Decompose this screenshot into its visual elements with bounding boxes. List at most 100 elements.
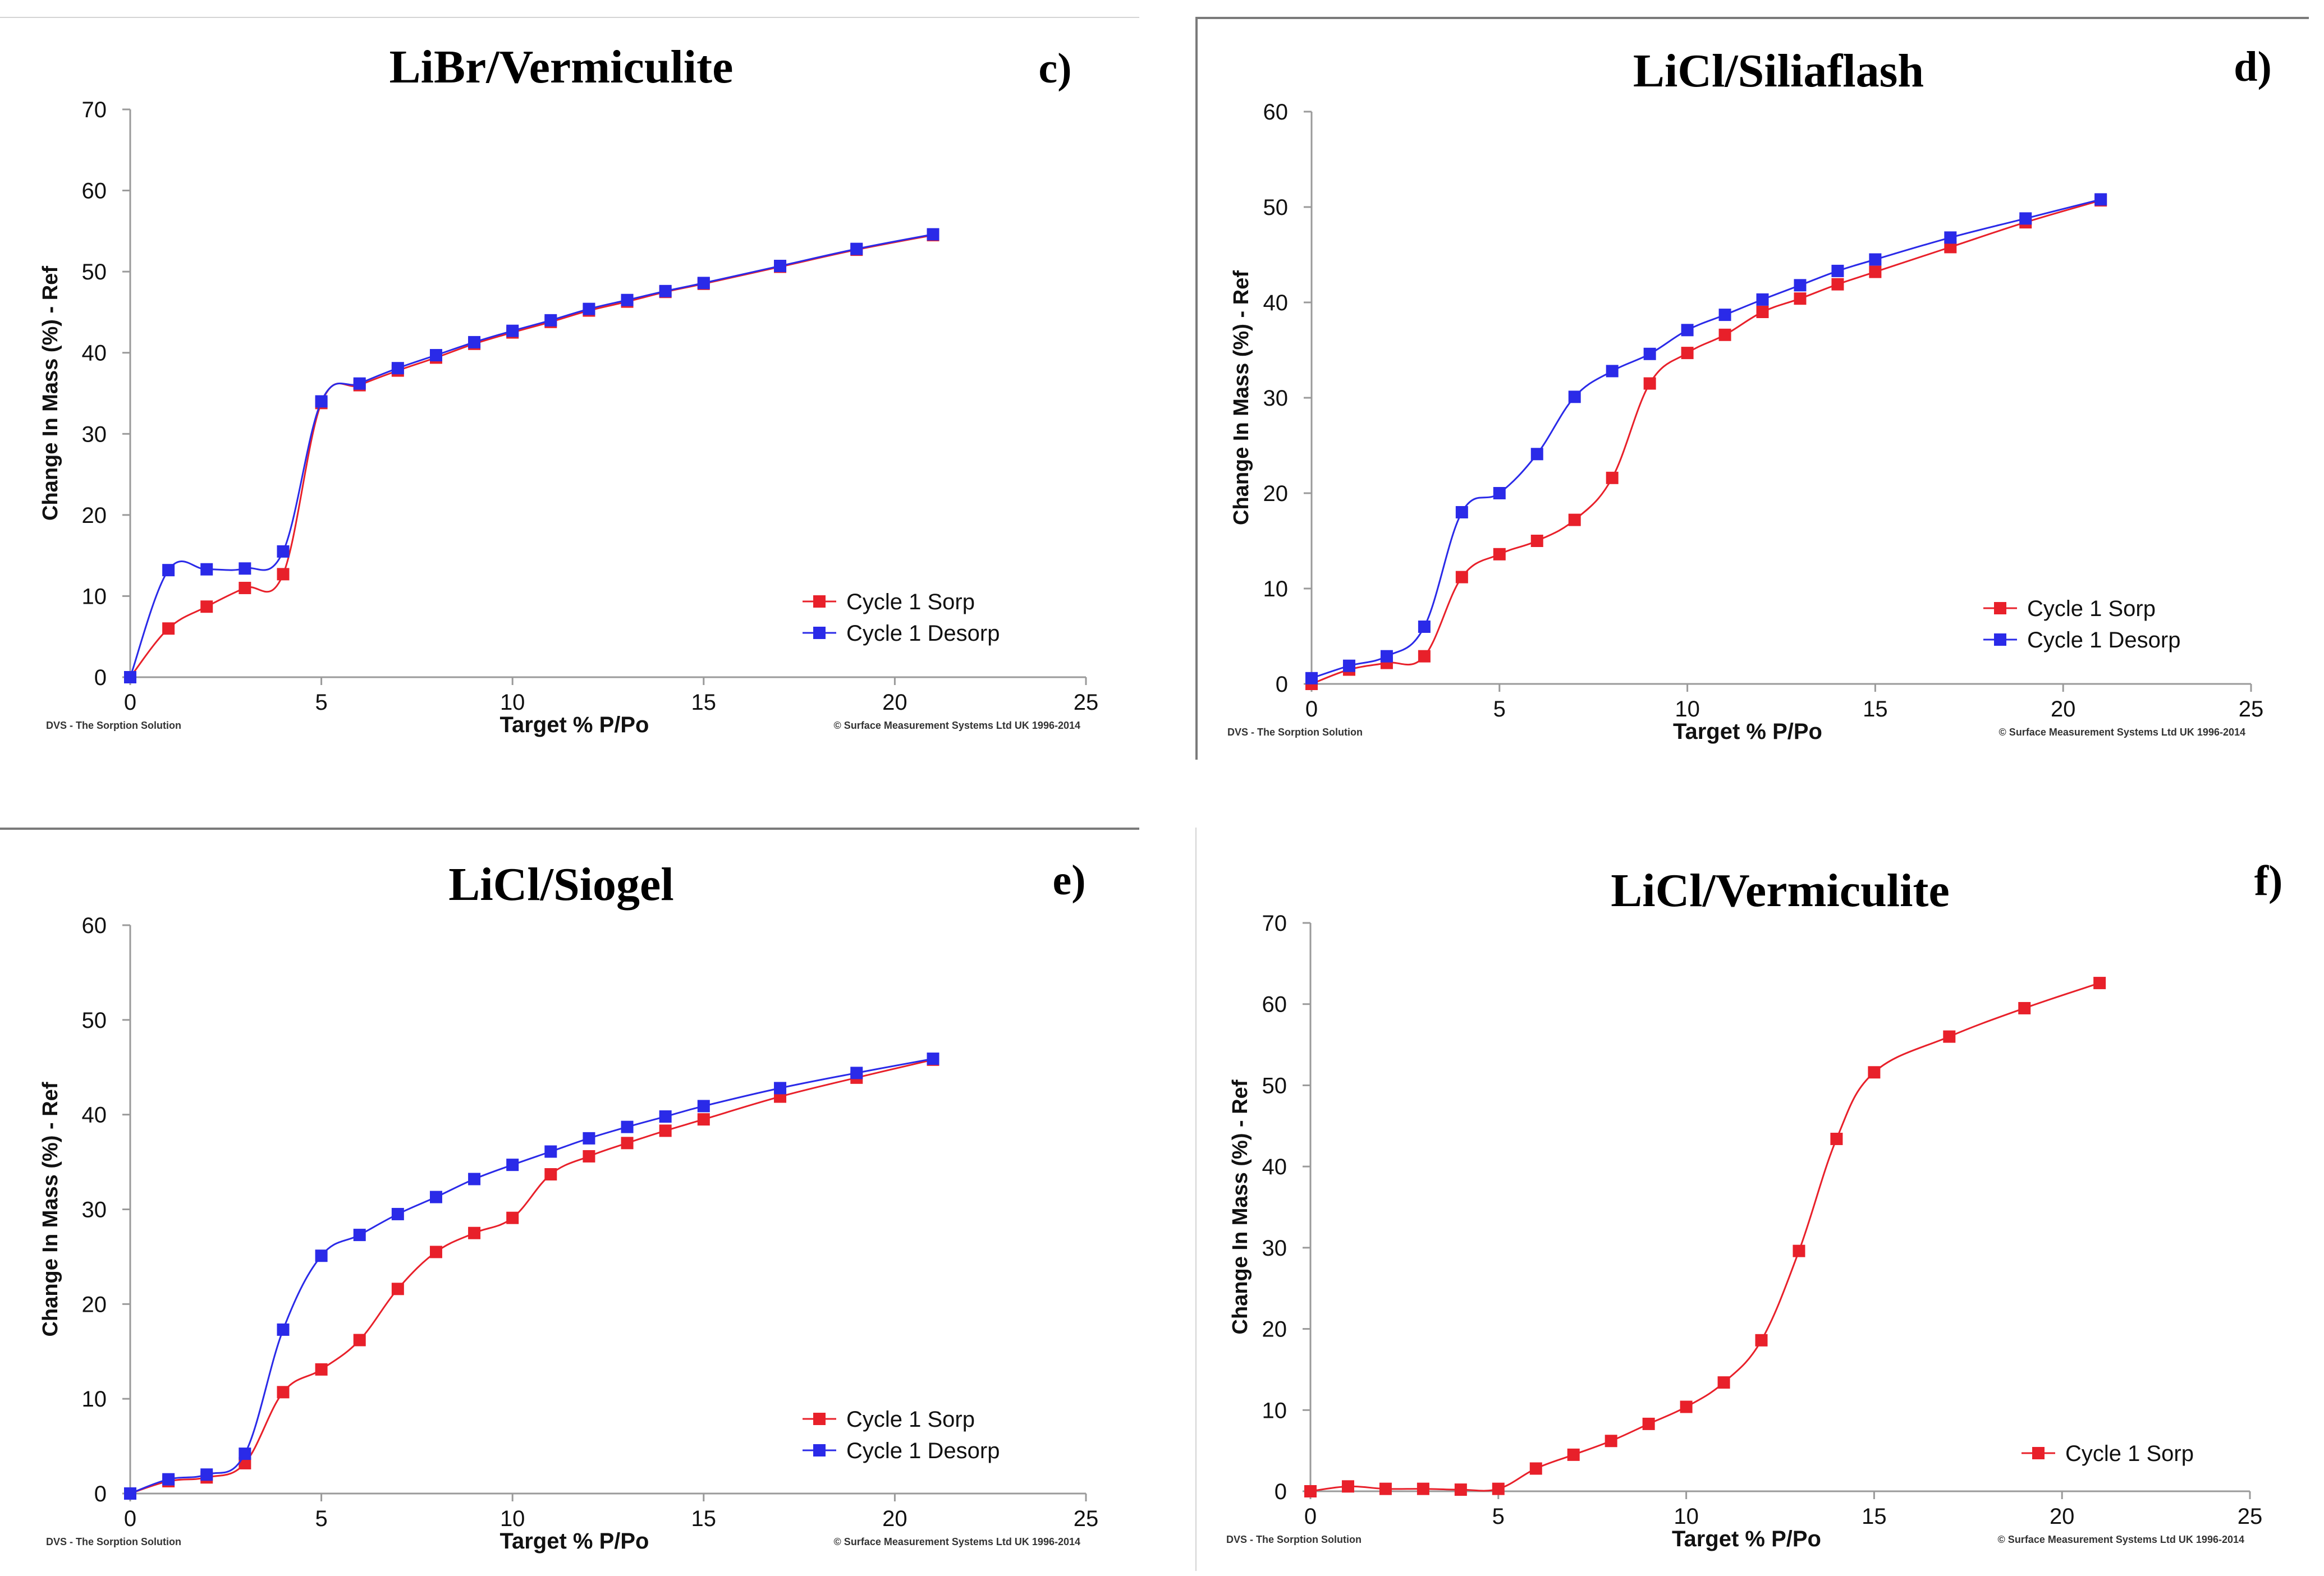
- data-point: [1568, 390, 1581, 403]
- series-line: [1310, 982, 2100, 1492]
- series-cycle-1-sorp: [1305, 194, 2107, 690]
- x-tick-label: 10: [500, 1506, 525, 1531]
- data-point: [1642, 1417, 1655, 1430]
- data-point: [1718, 309, 1731, 321]
- data-point: [277, 1323, 290, 1336]
- series-cycle-1-sorp: [1304, 977, 2106, 1497]
- data-point: [850, 242, 863, 255]
- data-point: [1454, 1483, 1467, 1496]
- x-tick-label: 15: [691, 1506, 717, 1531]
- data-point: [162, 564, 175, 577]
- data-point: [1756, 306, 1769, 318]
- y-tick-label: 70: [1262, 911, 1287, 936]
- footer-right: © Surface Measurement Systems Ltd UK 199…: [1999, 727, 2245, 738]
- data-point: [1794, 292, 1807, 305]
- x-tick-label: 20: [2051, 697, 2076, 722]
- data-point: [1417, 1482, 1429, 1495]
- data-point: [277, 545, 290, 558]
- data-point: [162, 1473, 175, 1486]
- legend-marker: [1994, 602, 2006, 614]
- x-tick-label: 5: [315, 1506, 327, 1531]
- data-point: [429, 1191, 442, 1203]
- data-point: [583, 1150, 595, 1163]
- data-point: [353, 1229, 366, 1242]
- data-point: [1943, 1030, 1956, 1043]
- data-point: [621, 293, 634, 306]
- legend-label: Cycle 1 Desorp: [846, 621, 1000, 646]
- data-point: [506, 324, 519, 337]
- chart-panel-f: LiCl/Vermiculite f) 0 10 20 30 40 50 60 70 0 5 10 15 2…: [1195, 828, 2308, 1571]
- data-point: [239, 581, 251, 594]
- data-point: [1755, 1334, 1768, 1347]
- data-point: [1455, 506, 1468, 518]
- x-tick-label: 25: [1074, 690, 1099, 715]
- data-point: [697, 1113, 710, 1126]
- data-point: [468, 1173, 481, 1186]
- data-point: [659, 1110, 672, 1123]
- series-cycle-1-sorp: [124, 229, 939, 683]
- data-point: [1606, 471, 1619, 484]
- chart-title: LiBr/Vermiculite: [389, 41, 734, 93]
- legend-label: Cycle 1 Sorp: [2027, 596, 2156, 621]
- footer-left: DVS - The Sorption Solution: [1227, 727, 1363, 738]
- data-point: [1305, 672, 1318, 684]
- legend-entry: Cycle 1 Desorp: [803, 1439, 1000, 1463]
- data-point: [1793, 1244, 1805, 1257]
- data-point: [1341, 1480, 1354, 1493]
- x-tick-label: 20: [882, 1506, 907, 1531]
- x-axis-label: Target % P/Po: [1673, 719, 1822, 744]
- data-point: [506, 1159, 519, 1171]
- data-point: [1794, 279, 1807, 292]
- x-tick-label: 25: [2239, 697, 2264, 722]
- data-point: [1606, 365, 1619, 378]
- data-point: [1831, 264, 1844, 277]
- legend-label: Cycle 1 Sorp: [2065, 1441, 2194, 1466]
- panel-label: c): [1038, 45, 1071, 92]
- data-point: [391, 362, 404, 375]
- y-tick-label: 10: [82, 1387, 107, 1412]
- legend-entry: Cycle 1 Desorp: [1983, 628, 2180, 653]
- data-point: [621, 1137, 634, 1150]
- y-tick-label: 70: [82, 98, 107, 122]
- series-cycle-1-desorp: [124, 1053, 939, 1500]
- chart-title: LiCl/Siogel: [448, 858, 673, 911]
- footer-right: © Surface Measurement Systems Ltd UK 199…: [834, 720, 1080, 731]
- data-point: [1605, 1435, 1617, 1448]
- chart-svg: LiCl/Siliaflash d) 0 10 20 30 40 50 60 0 5 10 15 20 25…: [1227, 43, 2272, 744]
- data-point: [1493, 487, 1506, 499]
- data-point: [315, 395, 328, 408]
- data-point: [124, 1487, 136, 1500]
- data-point: [200, 600, 213, 613]
- data-point: [1492, 1482, 1505, 1495]
- y-tick-label: 50: [82, 260, 107, 284]
- x-tick-label: 20: [2050, 1504, 2075, 1529]
- y-axis-label: Change In Mass (%) - Ref: [1230, 270, 1253, 525]
- data-point: [1418, 650, 1431, 663]
- x-tick-label: 0: [124, 1506, 136, 1531]
- legend-entry: Cycle 1 Desorp: [803, 621, 1000, 646]
- data-point: [468, 336, 481, 348]
- footer-right: © Surface Measurement Systems Ltd UK 199…: [834, 1536, 1080, 1547]
- y-tick-label: 20: [1263, 481, 1289, 506]
- legend-label: Cycle 1 Desorp: [2027, 628, 2180, 653]
- series-line: [130, 1059, 933, 1495]
- series-cycle-1-desorp: [1305, 193, 2107, 684]
- data-point: [1304, 1485, 1317, 1497]
- series-line: [1311, 198, 2101, 679]
- data-point: [200, 1468, 213, 1481]
- data-point: [162, 622, 175, 635]
- y-tick-label: 30: [1262, 1236, 1287, 1261]
- x-axis-label: Target % P/Po: [500, 1529, 649, 1554]
- y-tick-label: 20: [82, 1292, 107, 1317]
- y-tick-label: 40: [1262, 1155, 1287, 1179]
- y-tick-label: 10: [1263, 577, 1289, 601]
- data-point: [1756, 293, 1769, 306]
- data-point: [1455, 571, 1468, 583]
- y-tick-label: 40: [82, 341, 107, 366]
- chart-title: LiCl/Siliaflash: [1633, 45, 1924, 97]
- series-cycle-1-desorp: [124, 228, 939, 683]
- data-point: [315, 1363, 328, 1376]
- y-tick-label: 60: [82, 179, 107, 204]
- legend-marker: [813, 627, 826, 639]
- legend-marker: [813, 595, 826, 608]
